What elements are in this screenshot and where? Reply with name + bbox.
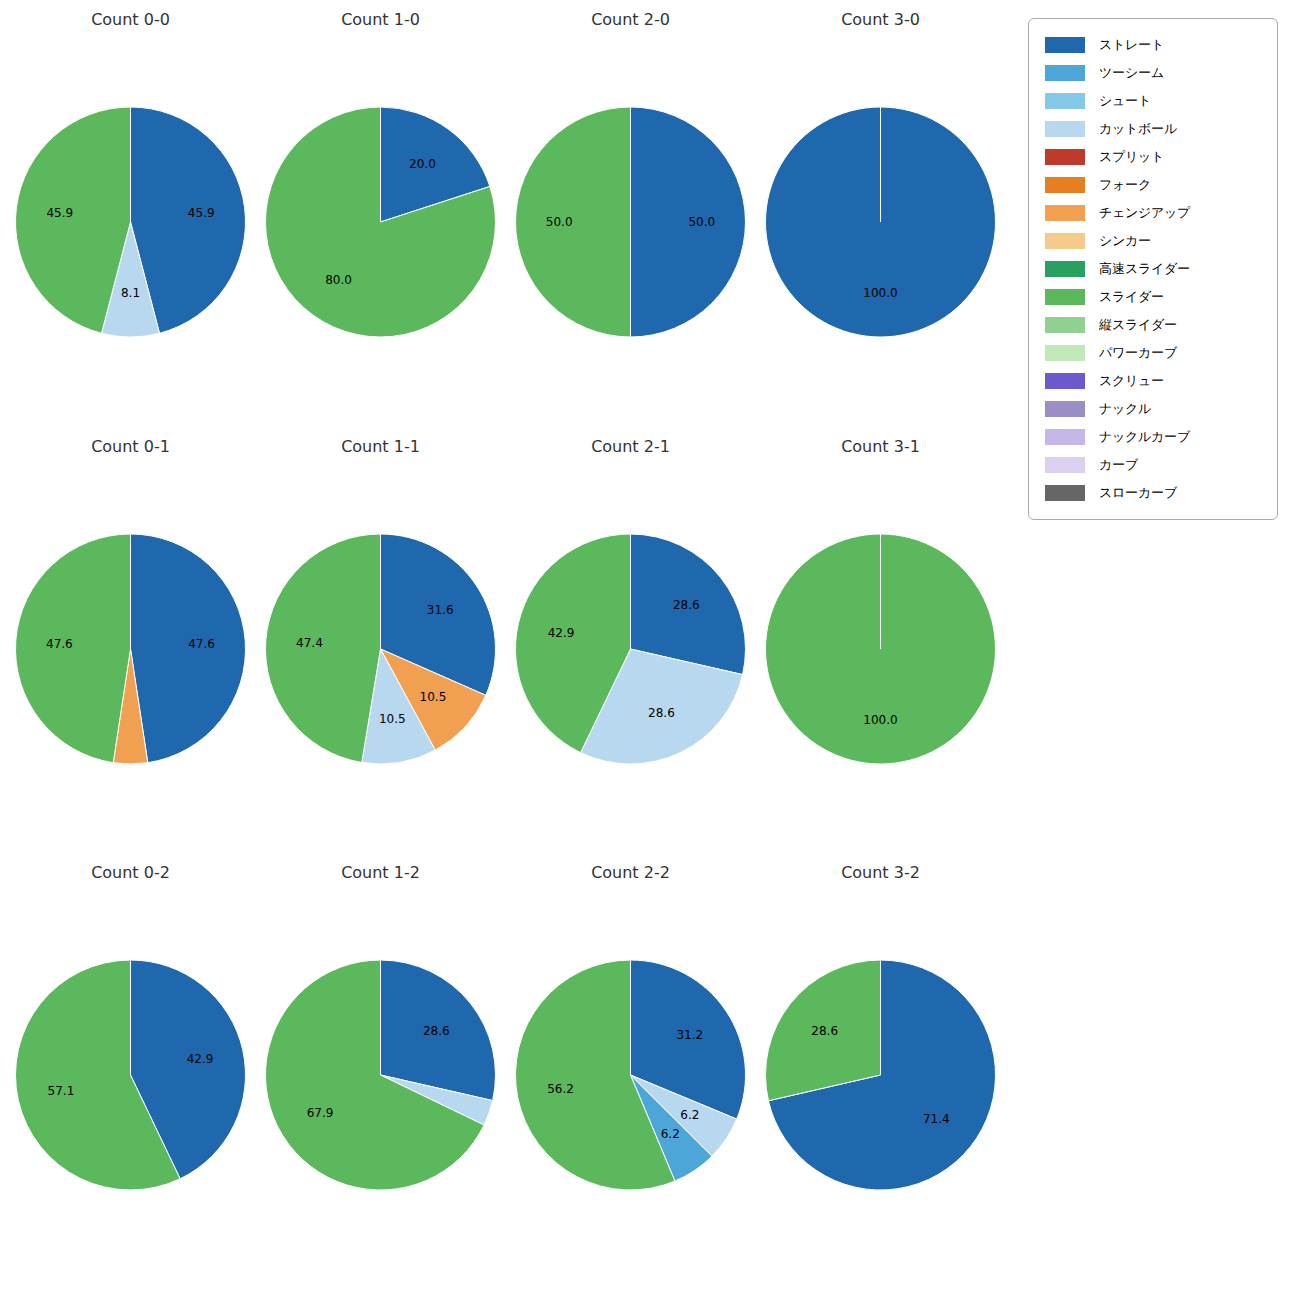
html-text:スプリット: スプリット bbox=[1099, 149, 1164, 164]
html-text:スクリュー: スクリュー bbox=[1099, 373, 1164, 388]
svg-text:80.0: 80.0 bbox=[325, 273, 352, 287]
html-text:Count 0-2: Count 0-2 bbox=[91, 863, 170, 883]
html-text:Count 1-1: Count 1-1 bbox=[341, 436, 420, 456]
html-text:Count 1-2: Count 1-2 bbox=[341, 863, 420, 883]
svg-text:28.6: 28.6 bbox=[423, 1024, 450, 1038]
html-text:Count 2-2: Count 2-2 bbox=[591, 863, 670, 883]
html-text:フォーク: フォーク bbox=[1099, 177, 1151, 192]
svg-text:28.6: 28.6 bbox=[648, 706, 675, 720]
html-text:スローカーブ: スローカーブ bbox=[1099, 485, 1177, 500]
html-text:ストレート: ストレート bbox=[1099, 37, 1164, 52]
svg-text:6.2: 6.2 bbox=[661, 1127, 680, 1141]
html-text:Count 3-0: Count 3-0 bbox=[841, 10, 920, 29]
html-text:Count 1-0: Count 1-0 bbox=[341, 10, 420, 29]
svg-text:50.0: 50.0 bbox=[546, 215, 573, 229]
svg-text:28.6: 28.6 bbox=[673, 597, 700, 611]
svg-text:10.5: 10.5 bbox=[420, 690, 447, 704]
html-text:シュート: シュート bbox=[1099, 93, 1151, 108]
svg-text:6.2: 6.2 bbox=[680, 1108, 699, 1122]
html-text:Count 0-1: Count 0-1 bbox=[91, 436, 170, 456]
svg-text:47.4: 47.4 bbox=[296, 636, 323, 650]
html-text:ナックル: ナックル bbox=[1099, 401, 1151, 416]
svg-text:47.6: 47.6 bbox=[188, 636, 215, 650]
svg-text:56.2: 56.2 bbox=[547, 1082, 574, 1096]
html-text:カットボール: カットボール bbox=[1099, 121, 1177, 136]
html-text:高速スライダー: 高速スライダー bbox=[1099, 261, 1190, 276]
svg-text:71.4: 71.4 bbox=[923, 1113, 950, 1127]
svg-text:45.9: 45.9 bbox=[188, 206, 215, 220]
html-text:Count 3-1: Count 3-1 bbox=[841, 436, 920, 456]
svg-text:10.5: 10.5 bbox=[379, 712, 406, 726]
html-text:ナックルカーブ: ナックルカーブ bbox=[1099, 429, 1190, 444]
html-text:Count 2-0: Count 2-0 bbox=[591, 10, 670, 29]
svg-text:57.1: 57.1 bbox=[48, 1084, 75, 1098]
svg-text:31.6: 31.6 bbox=[427, 603, 454, 617]
svg-text:42.9: 42.9 bbox=[187, 1053, 214, 1067]
html-text:チェンジアップ: チェンジアップ bbox=[1099, 205, 1190, 220]
html-text:スライダー: スライダー bbox=[1099, 289, 1164, 304]
svg-text:67.9: 67.9 bbox=[307, 1106, 334, 1120]
html-text:Count 3-2: Count 3-2 bbox=[841, 863, 920, 883]
html-text:Count 0-0: Count 0-0 bbox=[91, 10, 170, 29]
svg-text:45.9: 45.9 bbox=[46, 206, 73, 220]
html-text:パワーカーブ: パワーカーブ bbox=[1099, 345, 1177, 360]
html-text:ツーシーム: ツーシーム bbox=[1099, 65, 1164, 80]
svg-text:20.0: 20.0 bbox=[409, 157, 436, 171]
svg-text:50.0: 50.0 bbox=[688, 215, 715, 229]
html-text:Count 2-1: Count 2-1 bbox=[591, 436, 670, 456]
html-text:シンカー: シンカー bbox=[1099, 233, 1151, 248]
svg-text:31.2: 31.2 bbox=[676, 1029, 703, 1043]
svg-text:28.6: 28.6 bbox=[811, 1024, 838, 1038]
svg-text:42.9: 42.9 bbox=[548, 626, 575, 640]
svg-text:47.6: 47.6 bbox=[46, 636, 73, 650]
svg-text:100.0: 100.0 bbox=[863, 286, 897, 300]
html-text:カーブ: カーブ bbox=[1099, 457, 1138, 472]
html-text:縦スライダー: 縦スライダー bbox=[1099, 317, 1177, 332]
svg-text:8.1: 8.1 bbox=[121, 286, 140, 300]
svg-text:100.0: 100.0 bbox=[863, 713, 897, 727]
